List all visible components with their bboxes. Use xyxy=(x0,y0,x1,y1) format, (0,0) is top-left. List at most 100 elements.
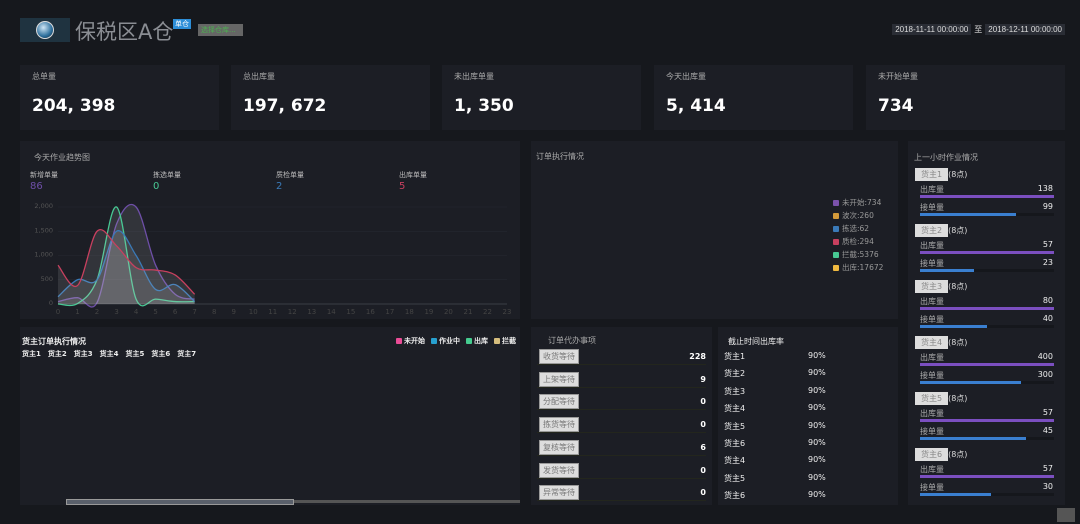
legend-label: 出库:17672 xyxy=(842,263,884,272)
owner-tag[interactable]: 货主5 xyxy=(915,392,949,405)
trend-stat-label: 质检单量 xyxy=(276,171,304,179)
out-label: 出库量 xyxy=(920,241,944,250)
todo-item-button[interactable]: 上架等待 xyxy=(539,371,579,387)
owner-filter-item[interactable]: 货主1 xyxy=(22,350,41,358)
owner-filter-item[interactable]: 货主3 xyxy=(73,350,93,358)
todo-item-button[interactable]: 分配等待 xyxy=(539,394,579,410)
series-area xyxy=(58,204,195,308)
legend-label: 质检:294 xyxy=(842,237,874,246)
todo-item-button[interactable]: 收货等待 xyxy=(539,349,579,364)
owner-tag[interactable]: 货主4 xyxy=(915,336,949,349)
todo-item-count: 9 xyxy=(700,374,706,384)
kpi-label: 未出库单量 xyxy=(454,72,494,81)
bar-legend-item[interactable]: 出库 xyxy=(466,336,488,346)
trend-stat-label: 新增单量 xyxy=(30,171,58,179)
date-from-input[interactable]: 2018-11-11 00:00:00 xyxy=(892,24,972,35)
x-tick-label: 4 xyxy=(134,308,139,316)
todo-item-count: 0 xyxy=(700,397,706,407)
x-tick-label: 22 xyxy=(483,308,492,316)
recv-label: 接单量 xyxy=(920,203,944,212)
y-tick-label: 500 xyxy=(41,275,53,283)
recv-bar-track xyxy=(920,381,1054,384)
rate-owner: 货主5 xyxy=(724,421,746,431)
datazoom-slider-handle[interactable] xyxy=(66,499,294,505)
hour-label: (8点) xyxy=(948,338,968,347)
legend-item[interactable]: 波次:260 xyxy=(833,210,874,221)
recv-label: 接单量 xyxy=(920,483,944,492)
legend-swatch xyxy=(833,225,839,232)
hour-label: (8点) xyxy=(948,226,968,235)
rate-title: 截止时间出库率 xyxy=(728,337,784,346)
date-to-input[interactable]: 2018-12-11 00:00:00 xyxy=(985,24,1065,35)
out-value: 80 xyxy=(1042,296,1053,305)
owner-bar-title: 货主订单执行情况 xyxy=(22,337,86,346)
todo-item-count: 0 xyxy=(700,420,706,430)
outbound-rate-panel: 截止时间出库率 货主1 90% 货主2 90% 货主3 90% 货主4 90% 货主5 90% 货主… xyxy=(718,327,898,505)
x-tick-label: 23 xyxy=(503,308,512,316)
y-tick-label: 2,000 xyxy=(34,202,53,210)
todo-item-button[interactable]: 复核等待 xyxy=(539,439,579,455)
owner-tag[interactable]: 货主3 xyxy=(915,280,949,293)
todo-item-button[interactable]: 发货等待 xyxy=(539,462,579,478)
legend-item[interactable]: 质检:294 xyxy=(833,236,874,247)
owner-header: 货主6 (8点) xyxy=(915,448,967,461)
recv-bar-track xyxy=(920,493,1054,496)
owner-tag[interactable]: 货主2 xyxy=(915,224,949,237)
todo-item-count: 228 xyxy=(689,352,706,361)
warehouse-select[interactable]: 选择仓库... xyxy=(198,24,243,36)
divider xyxy=(537,432,706,434)
owner-filter-row: 货主1 货主2 货主3 货主4 货主5 货主6 货主7 xyxy=(22,349,196,359)
legend-swatch xyxy=(833,199,839,206)
owner-filter-item[interactable]: 货主2 xyxy=(47,350,67,358)
x-tick-label: 3 xyxy=(114,308,118,316)
series-line-2 xyxy=(57,230,196,303)
rate-owner: 货主6 xyxy=(724,491,746,501)
bar-legend-item[interactable]: 作业中 xyxy=(431,336,460,346)
recv-value: 40 xyxy=(1042,314,1053,323)
bar-legend-item[interactable]: 未开始 xyxy=(396,336,425,346)
owner-filter-item[interactable]: 货主6 xyxy=(151,350,171,358)
recv-value: 45 xyxy=(1042,426,1053,435)
out-bar-fill xyxy=(920,419,1054,422)
rate-owner: 货主2 xyxy=(724,369,746,379)
bar-legend-item[interactable]: 拦截 xyxy=(494,336,516,346)
legend-label: 出库 xyxy=(474,337,488,345)
rate-value: 90% xyxy=(808,490,826,500)
last-hour-title: 上一小时作业情况 xyxy=(914,153,978,162)
kpi-card: 未开始单量 734 xyxy=(866,65,1065,130)
owner-filter-item[interactable]: 货主7 xyxy=(177,350,197,358)
out-bar-fill xyxy=(920,307,1054,310)
corner-button[interactable] xyxy=(1057,508,1075,522)
owner-filter-item[interactable]: 货主4 xyxy=(99,350,119,358)
rate-value: 90% xyxy=(808,368,826,378)
legend-item[interactable]: 出库:17672 xyxy=(833,262,883,273)
out-label: 出库量 xyxy=(920,185,944,194)
x-tick-label: 17 xyxy=(385,308,394,316)
legend-item[interactable]: 拦截:5376 xyxy=(833,249,879,260)
owner-header: 货主4 (8点) xyxy=(915,336,967,349)
out-label: 出库量 xyxy=(920,409,944,418)
x-tick-label: 20 xyxy=(444,308,453,316)
legend-label: 拣选:62 xyxy=(842,224,870,233)
owner-filter-item[interactable]: 货主5 xyxy=(125,350,145,358)
x-tick-label: 13 xyxy=(307,308,316,316)
owner-tag[interactable]: 货主1 xyxy=(915,168,949,181)
x-tick-label: 19 xyxy=(424,308,433,316)
recv-bar-fill xyxy=(920,325,987,328)
series-area xyxy=(58,206,195,306)
divider xyxy=(537,386,706,388)
kpi-value: 5, 414 xyxy=(666,96,726,116)
x-tick-label: 21 xyxy=(463,308,472,316)
todo-item-button[interactable]: 拣货等待 xyxy=(539,417,579,433)
legend-item[interactable]: 拣选:62 xyxy=(833,223,869,234)
legend-label: 未开始 xyxy=(404,337,425,345)
todo-item-button[interactable]: 异常等待 xyxy=(539,485,579,501)
x-tick-label: 16 xyxy=(366,308,375,316)
rate-value: 90% xyxy=(808,472,826,482)
legend-swatch xyxy=(396,338,402,344)
trend-stat-value: 5 xyxy=(399,181,406,192)
rate-value: 90% xyxy=(808,403,826,413)
hour-label: (8点) xyxy=(948,394,968,403)
legend-item[interactable]: 未开始:734 xyxy=(833,197,881,208)
owner-tag[interactable]: 货主6 xyxy=(915,448,949,461)
